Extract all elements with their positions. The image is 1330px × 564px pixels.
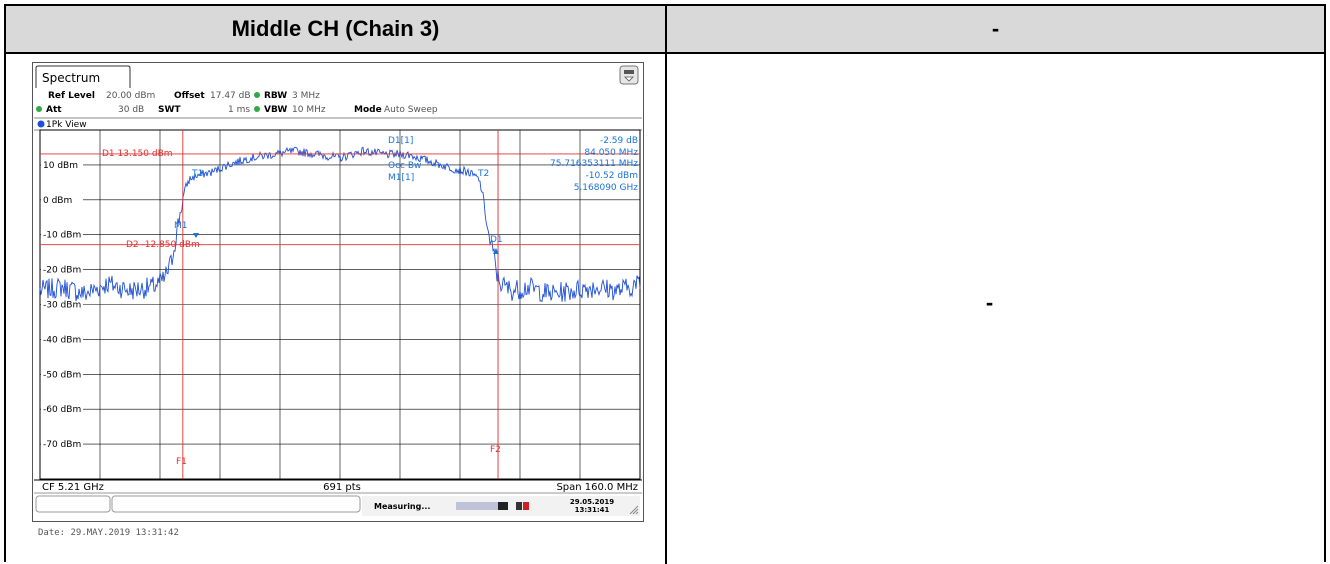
occ-bw-value: 75.716353111 MHz [550,159,638,169]
center-frequency: CF 5.21 GHz [42,482,104,493]
f1-line-label: F1 [176,457,187,467]
t1-marker-label: T1 [191,169,203,179]
m1-readout-label: M1[1] [388,173,414,183]
rbw-value: 3 MHz [292,91,320,101]
spectrum-tab-label: Spectrum [42,71,100,85]
rbw-label: RBW [264,91,287,101]
vbw-coupled-icon [254,106,260,112]
vbw-label: VBW [264,105,287,115]
m1-readout-value: -10.52 dBm [585,171,638,181]
y-tick-bg [41,403,83,415]
swt-label: SWT [158,105,181,115]
mode-value: Auto Sweep [384,105,438,115]
swt-value: 1 ms [228,105,250,115]
m1-marker-icon [193,233,199,238]
y-tick-bg [41,158,83,170]
rbw-coupled-icon [254,92,260,98]
display-config-icon[interactable] [619,65,639,85]
y-tick-label: -20 dBm [43,266,81,276]
d1-marker-icon [493,248,499,254]
offset-value: 17.47 dB [210,91,251,101]
status-time: 13:31:41 [575,506,610,514]
progress-bar-icon [456,502,508,510]
offset-label: Offset [174,91,205,101]
d1-readout-label: D1[1] [388,136,413,146]
y-tick-label: -30 dBm [43,301,81,311]
y-tick-bg [41,298,83,310]
d1-readout-value: -2.59 dB [600,136,638,146]
y-tick-label: 10 dBm [43,161,78,171]
y-tick-label: -40 dBm [43,335,81,345]
t2-marker-label: T2 [477,169,489,179]
resize-grip-icon[interactable] [629,505,639,515]
att-coupled-icon [36,106,42,112]
d2-line-label: D2 -12.850 dBm [126,240,200,250]
y-tick-label: -70 dBm [43,440,81,450]
mode-label: Mode [354,105,382,115]
view-label: 1Pk View [46,120,87,130]
m1-marker-label: M1 [174,221,188,231]
y-tick-bg [41,438,83,450]
plot-grid [40,130,640,479]
y-tick-bg [41,193,83,205]
d1-marker-label: D1 [490,235,503,245]
ref-level-label: Ref Level [48,91,95,101]
d1-line-label: D1 13.150 dBm [102,149,173,159]
brand-logo-icon [516,502,529,510]
column-divider [665,6,667,564]
right-column-content: - [985,290,994,315]
spectrum-tab[interactable] [35,65,131,88]
measuring-status: Measuring... [374,502,430,511]
left-column-header: Middle CH (Chain 3) [6,6,665,54]
m1-readout-freq: 5.168090 GHz [574,183,639,193]
y-tick-bg [41,333,83,345]
y-tick-label: -10 dBm [43,231,81,241]
sweep-points: 691 pts [323,482,361,493]
f2-line-label: F2 [490,445,501,455]
capture-date-stamp: Date: 29.MAY.2019 13:31:42 [38,528,179,538]
occ-bw-label: Occ Bw [388,161,421,171]
att-label: Att [46,105,62,115]
marker-lines [40,130,640,479]
spectrum-plot: 10 dBm 0 dBm -10 dBm -20 dBm -30 dBm -40 dBm -… [39,129,641,480]
spectrum-trace [39,146,641,303]
y-axis-labels: 10 dBm 0 dBm -10 dBm -20 dBm -30 dBm -40 dBm -… [41,158,83,450]
right-column-header: - [667,6,1324,54]
y-tick-bg [41,263,83,275]
results-table: Middle CH (Chain 3) - [4,4,1326,564]
spectrum-analyzer-screenshot: Spectrum Ref Level 20.00 dBm Offset 17.4… [32,62,644,522]
span: Span 160.0 MHz [556,482,638,493]
att-value: 30 dB [118,105,144,115]
y-tick-label: 0 dBm [43,196,72,206]
ref-level-value: 20.00 dBm [106,91,155,101]
vbw-value: 10 MHz [292,105,326,115]
y-tick-bg [41,368,83,380]
d1-readout-freq: 84.050 MHz [584,148,638,158]
trace-layer [39,146,641,303]
y-tick-bg [41,228,83,240]
status-field-2[interactable] [111,495,361,513]
y-tick-label: -50 dBm [43,370,81,380]
status-field-1[interactable] [35,495,111,513]
y-tick-label: -60 dBm [43,405,81,415]
trace-indicator-icon [37,120,45,128]
status-date: 29.05.2019 [570,498,614,506]
